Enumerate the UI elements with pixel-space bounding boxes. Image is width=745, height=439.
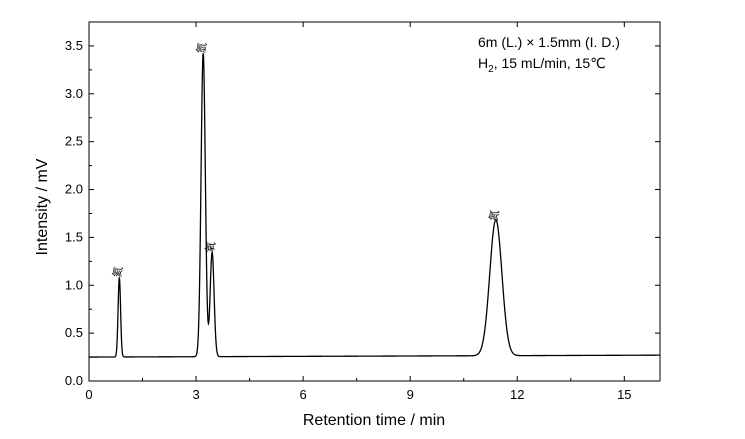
x-axis-label: Retention time / min [303, 412, 445, 429]
x-tick-label: 9 [407, 387, 414, 402]
y-tick-label: 1.0 [65, 277, 83, 292]
chromatogram-series [89, 53, 660, 358]
x-tick-label: 0 [85, 387, 92, 402]
y-tick-label: 0.5 [65, 325, 83, 340]
y-tick-label: 2.5 [65, 134, 83, 149]
peak-label: 氧 [202, 240, 218, 253]
peak-label: 氫 [193, 41, 209, 54]
peak-label: 氦 [110, 265, 126, 278]
y-tick-label: 1.5 [65, 229, 83, 244]
y-tick-label: 2.0 [65, 182, 83, 197]
y-tick-label: 3.0 [65, 86, 83, 101]
plot-frame [88, 21, 661, 382]
peak-labels: 氦 氫氧 氮 [110, 41, 502, 278]
y-tick-label: 3.5 [65, 38, 83, 53]
y-axis-label: Intensity / mV [34, 158, 51, 255]
chromatogram-trace [89, 53, 660, 358]
annotation-line-2: H2, 15 mL/min, 15℃ [478, 55, 606, 75]
annotation-line-1: 6m (L.) × 1.5mm (I. D.) [478, 34, 620, 50]
x-tick-label: 3 [192, 387, 199, 402]
x-tick-label: 6 [300, 387, 307, 402]
y-tick-label: 0.0 [65, 373, 83, 388]
axis-ticks: 0 3 6 9 12 15 0.0 0.5 1.0 1.5 2.0 2.5 3.0 3.5 [65, 22, 660, 402]
x-tick-label: 12 [510, 387, 524, 402]
peak-label: 氮 [486, 209, 502, 222]
axes [88, 21, 661, 382]
x-tick-label: 15 [617, 387, 631, 402]
conditions-annotation: 6m (L.) × 1.5mm (I. D.) H2, 15 mL/min, 1… [478, 34, 620, 75]
